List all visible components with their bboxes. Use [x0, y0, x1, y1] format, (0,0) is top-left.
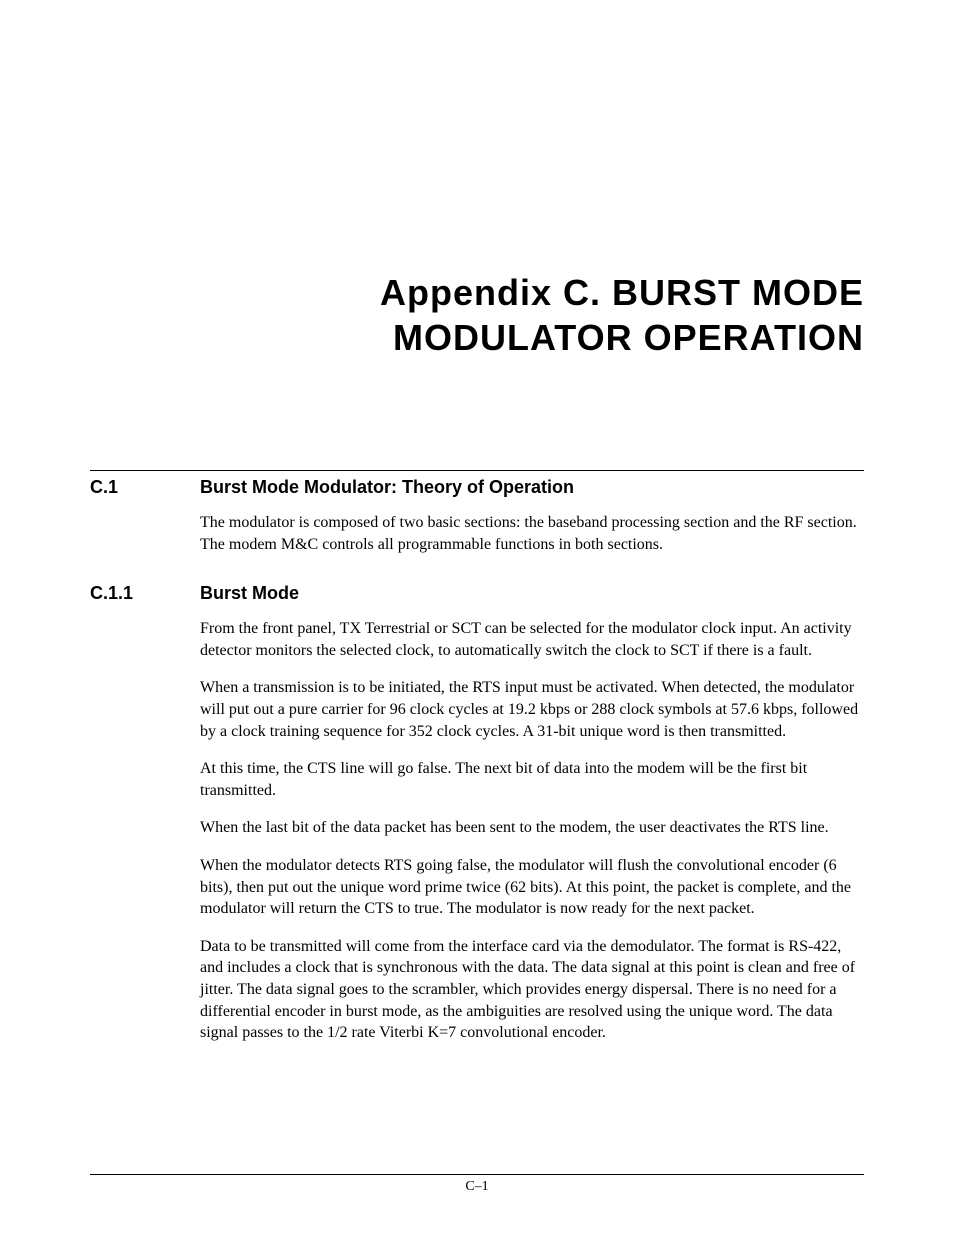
section-c11-p5: When the modulator detects RTS going fal… — [200, 855, 864, 920]
footer-rule — [90, 1174, 864, 1175]
section-c11-title: Burst Mode — [200, 583, 864, 604]
title-line-2: MODULATOR OPERATION — [393, 317, 864, 358]
section-c11-p1: From the front panel, TX Terrestrial or … — [200, 618, 864, 661]
appendix-title: Appendix C. BURST MODE MODULATOR OPERATI… — [90, 270, 864, 360]
section-c1: C.1 Burst Mode Modulator: Theory of Oper… — [90, 470, 864, 555]
section-c11-p2: When a transmission is to be initiated, … — [200, 677, 864, 742]
document-page: Appendix C. BURST MODE MODULATOR OPERATI… — [0, 0, 954, 1235]
section-c1-number: C.1 — [90, 477, 200, 498]
section-c11-number: C.1.1 — [90, 583, 200, 604]
section-c1-body: The modulator is composed of two basic s… — [200, 512, 864, 555]
page-footer: C–1 — [90, 1174, 864, 1195]
page-number: C–1 — [90, 1179, 864, 1195]
title-line-1: Appendix C. BURST MODE — [380, 272, 864, 313]
section-c11: C.1.1 Burst Mode From the front panel, T… — [90, 583, 864, 1044]
section-c11-p3: At this time, the CTS line will go false… — [200, 758, 864, 801]
section-c1-title: Burst Mode Modulator: Theory of Operatio… — [200, 477, 864, 498]
section-rule — [90, 470, 864, 471]
section-c11-p4: When the last bit of the data packet has… — [200, 817, 864, 839]
section-c11-header: C.1.1 Burst Mode — [90, 583, 864, 604]
section-c1-header: C.1 Burst Mode Modulator: Theory of Oper… — [90, 477, 864, 498]
section-c1-p1: The modulator is composed of two basic s… — [200, 512, 864, 555]
section-c11-p6: Data to be transmitted will come from th… — [200, 936, 864, 1044]
section-c11-body: From the front panel, TX Terrestrial or … — [200, 618, 864, 1044]
